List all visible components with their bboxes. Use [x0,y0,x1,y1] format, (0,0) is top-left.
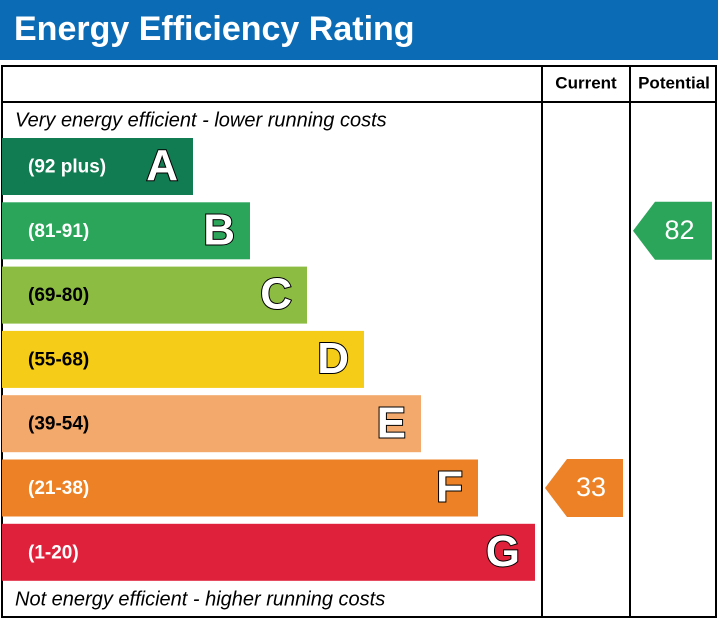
band-bar [2,523,535,581]
band-letter: F [436,463,463,512]
column-header: Current [555,73,617,92]
chart-title: Energy Efficiency Rating [14,10,415,48]
band-letter: B [203,205,235,254]
band-bar [2,459,478,517]
title-bar [0,0,718,60]
band-range: (92 plus) [28,157,106,178]
rating-value: 82 [664,215,694,245]
top-note: Very energy efficient - lower running co… [15,109,387,131]
band-range: (69-80) [28,285,89,306]
band-bar [2,395,421,453]
band-letter: E [377,398,406,447]
band-range: (81-91) [28,221,89,242]
bottom-note: Not energy efficient - higher running co… [15,588,385,610]
column-header: Potential [638,73,710,92]
band-bar [2,202,250,260]
band-range: (21-38) [28,478,89,499]
band-letter: A [146,141,178,190]
band-letter: G [486,527,520,576]
band-letter: D [317,334,349,383]
rating-arrow [545,459,623,517]
band-letter: C [260,270,292,319]
band-bar [2,138,193,195]
band-bar [2,266,307,324]
rating-value: 33 [576,472,606,502]
band-range: (39-54) [28,414,89,435]
band-range: (1-20) [28,542,79,563]
band-range: (55-68) [28,349,89,370]
rating-arrow [633,201,712,260]
band-bar [2,330,364,388]
